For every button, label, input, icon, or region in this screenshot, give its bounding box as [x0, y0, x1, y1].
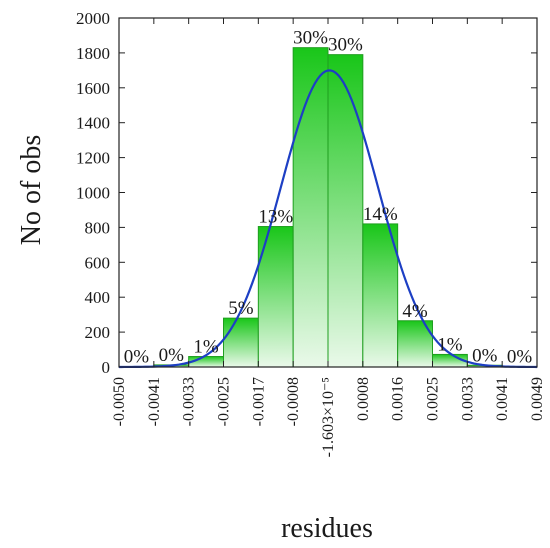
x-tick-label: 0.0025 [425, 377, 442, 421]
y-tick-label: 800 [85, 218, 111, 237]
y-axis-title: No of obs [16, 135, 47, 245]
bar-percent-label: 30% [293, 28, 328, 49]
x-tick-label: 0.0016 [390, 377, 407, 421]
x-tick-label: 0.0008 [355, 377, 372, 421]
bar-percent-label: 13% [258, 207, 293, 228]
bar-percent-label: 30% [328, 35, 363, 56]
bar-percent-label: 14% [363, 204, 398, 225]
y-tick-label: 1400 [76, 114, 110, 133]
x-tick-label: -0.0008 [285, 377, 302, 426]
histogram-bar [362, 223, 399, 368]
bar-percent-label: 1% [437, 334, 463, 355]
bar-percent-label: 0% [507, 346, 533, 367]
bar-percent-label: 0% [472, 345, 498, 366]
y-tick-label: 1800 [76, 44, 110, 63]
y-tick-label: 1200 [76, 149, 110, 168]
bar-percent-label: 1% [193, 337, 219, 358]
bar-percent-label: 5% [228, 298, 254, 319]
y-tick-label: 1600 [76, 79, 110, 98]
x-tick-label: -1.603×10⁻⁵ [320, 377, 337, 457]
y-tick-label: 1000 [76, 184, 110, 203]
y-axis: 0 200 400 600 800 1000 1200 1400 1600 1800 2000 [76, 9, 537, 377]
x-tick-label: 0.0033 [459, 377, 476, 421]
x-tick-label: -0.0050 [111, 377, 128, 426]
bar-percent-label: 0% [159, 345, 185, 366]
percent-labels: 0% 0% 1% 5% 13% 30% 30% 14% 4% 1% 0% 0% [124, 28, 533, 368]
x-tick-label: 0.0049 [529, 377, 546, 421]
x-tick-label: -0.0017 [250, 377, 267, 426]
y-tick-label: 600 [85, 253, 111, 272]
y-tick-label: 2000 [76, 9, 110, 28]
y-tick-label: 200 [85, 323, 111, 342]
y-tick-label: 400 [85, 288, 111, 307]
histogram-bar [292, 47, 329, 368]
x-tick-label: -0.0033 [181, 377, 198, 426]
x-tick-label: 0.0041 [494, 377, 511, 421]
x-tick-label: -0.0041 [146, 377, 163, 426]
y-tick-label: 0 [102, 358, 111, 377]
x-tick-label: -0.0025 [216, 377, 233, 426]
histogram-bar [223, 317, 259, 368]
histogram-bars [118, 47, 538, 368]
x-axis-title: residues [281, 513, 373, 544]
bar-percent-label: 4% [402, 301, 428, 322]
x-axis: -0.0050 -0.0041 -0.0033 -0.0025 -0.0017 -0.00… [111, 18, 546, 457]
bar-percent-label: 0% [124, 346, 150, 367]
histogram-bar [327, 54, 364, 368]
